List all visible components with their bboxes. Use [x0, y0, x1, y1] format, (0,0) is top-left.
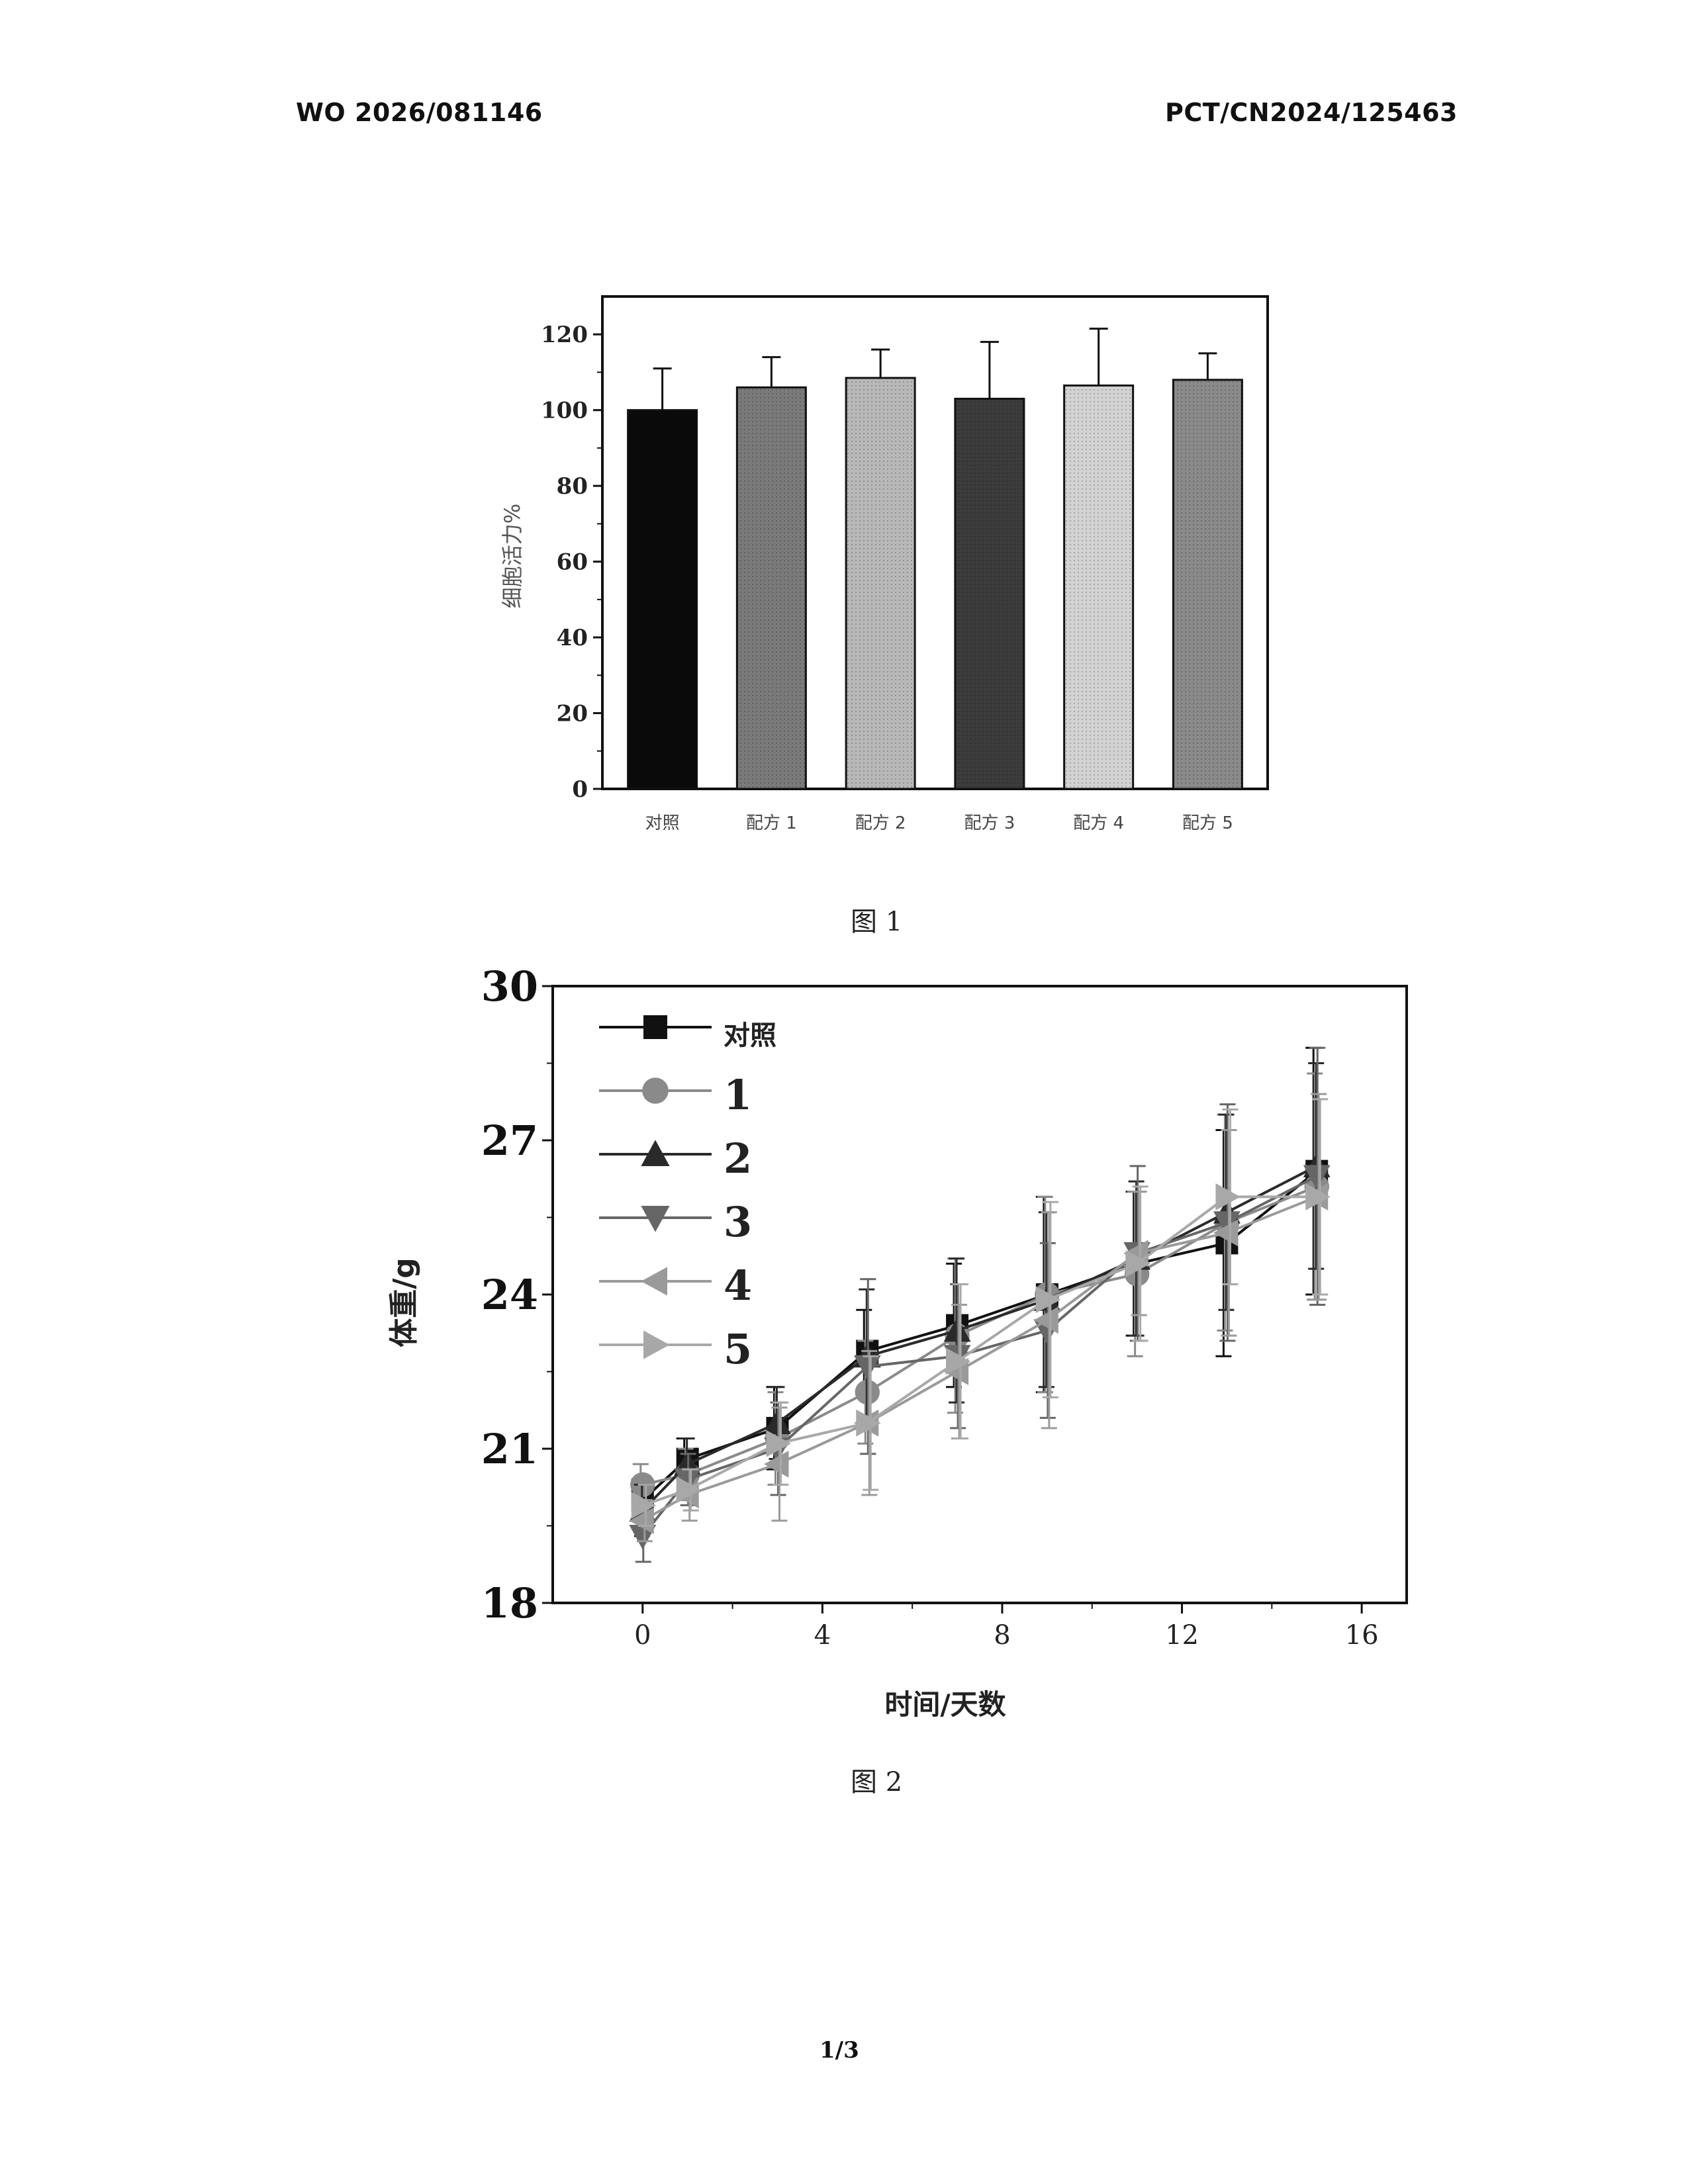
line-legend: 对照 1 2 3 4 5: [599, 1015, 776, 1373]
series-point: [853, 1355, 881, 1381]
bar-category-label: 配方 5: [1182, 813, 1233, 833]
line-x-axis-label: 时间/天数: [884, 1688, 1006, 1721]
bar-y-tick-label: 0: [572, 776, 588, 803]
series-point: [1033, 1306, 1058, 1334]
line-y-tick-label: 21: [481, 1425, 538, 1473]
bar-plot-frame: [601, 295, 1269, 790]
legend-marker: [642, 1077, 669, 1104]
series-point: [1125, 1250, 1151, 1277]
legend-label: 对照: [724, 1021, 776, 1051]
series-point: [1305, 1183, 1331, 1210]
bar-y-axis-label: 细胞活力%: [500, 504, 525, 608]
series-point: [1213, 1219, 1239, 1247]
series-point: [629, 1507, 654, 1535]
line-x-tick-label: 0: [634, 1620, 651, 1651]
series-point: [856, 1409, 881, 1437]
line-y-tick-label: 27: [481, 1116, 538, 1165]
series-point: [764, 1450, 789, 1478]
figure-1-bar-chart: 0 20 40 60 80 100 120 对照 配方 1 配方 2 配方 3 配方 4 配方 5 细胞…: [500, 295, 1269, 833]
bar-texture-3: [846, 378, 915, 789]
series-point: [1303, 1165, 1331, 1190]
line-x-tick-label: 12: [1165, 1620, 1199, 1651]
line-y-axis-label: 体重/g: [387, 1257, 421, 1347]
bar-y-tick-label: 120: [541, 322, 588, 348]
series-point: [676, 1476, 702, 1504]
legend-marker: [643, 1015, 667, 1039]
line-y-tick-label: 18: [481, 1579, 538, 1627]
legend-label: 3: [724, 1198, 752, 1246]
legend-label: 4: [724, 1261, 752, 1310]
legend-label: 1: [724, 1071, 752, 1119]
bar-plot-area: 0 20 40 60 80 100 120 对照 配方 1 配方 2 配方 3 配方 4 配方 5: [541, 295, 1269, 833]
line-x-tick-label: 4: [814, 1620, 831, 1651]
series-point: [946, 1347, 971, 1375]
bar-category-label: 配方 2: [855, 813, 906, 833]
page-number: 1/3: [820, 2037, 859, 2064]
figure-1-caption: 图 1: [851, 907, 903, 937]
bar-texture-6: [1173, 379, 1243, 789]
figure-2-caption: 图 2: [851, 1767, 903, 1797]
bar-y-tick-label: 100: [541, 398, 588, 424]
bar-1: [627, 409, 698, 790]
line-x-tick-label: 16: [1345, 1620, 1379, 1651]
bar-category-label: 配方 3: [964, 813, 1015, 833]
series-6: [631, 1098, 1331, 1527]
series-point: [674, 1468, 702, 1493]
bar-texture-2: [737, 387, 806, 789]
line-y-tick-label: 30: [481, 962, 538, 1011]
legend-label: 5: [724, 1325, 752, 1373]
line-y-tick-label: 24: [481, 1271, 538, 1319]
bar-category-label: 配方 1: [746, 813, 797, 833]
legend-marker: [641, 1140, 670, 1166]
series-point: [1035, 1286, 1061, 1314]
legend-marker: [641, 1267, 667, 1296]
bar-category-label: 对照: [645, 813, 680, 833]
legend-marker: [643, 1330, 670, 1359]
series-point: [631, 1492, 657, 1519]
publication-number: WO 2026/081146: [296, 98, 543, 127]
line-x-tick-label: 8: [994, 1620, 1010, 1651]
series-point: [1215, 1183, 1241, 1210]
bar-y-tick-label: 20: [557, 701, 588, 727]
bar-texture-4: [955, 398, 1024, 789]
bar-y-tick-label: 60: [557, 549, 588, 576]
line-plot-frame: [551, 985, 1408, 1604]
bar-texture-5: [1064, 385, 1133, 789]
series-point: [766, 1430, 791, 1457]
bar-category-label: 配方 4: [1073, 813, 1124, 833]
series-point: [1213, 1211, 1241, 1236]
bar-y-tick-label: 40: [557, 625, 588, 651]
bar-y-tick-label: 80: [557, 473, 588, 500]
legend-marker: [641, 1206, 670, 1232]
legend-label: 2: [724, 1134, 752, 1183]
application-number: PCT/CN2024/125463: [1164, 98, 1458, 127]
